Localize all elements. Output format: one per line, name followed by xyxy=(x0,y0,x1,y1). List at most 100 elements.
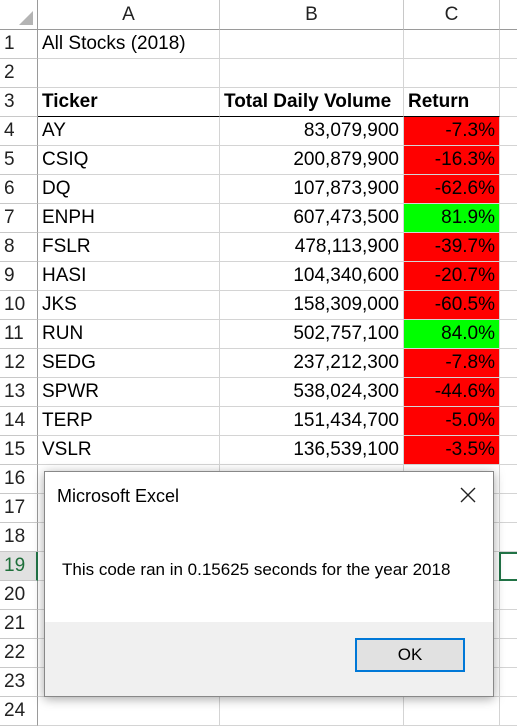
column-header-d[interactable] xyxy=(500,0,517,30)
ok-button[interactable]: OK xyxy=(355,638,465,672)
cell[interactable] xyxy=(500,146,517,175)
cell[interactable] xyxy=(500,436,517,465)
volume-cell[interactable]: 607,473,500 xyxy=(220,204,404,233)
cell[interactable] xyxy=(500,465,517,494)
header-volume[interactable]: Total Daily Volume xyxy=(220,88,404,117)
column-header-b[interactable]: B xyxy=(220,0,404,30)
volume-cell[interactable]: 200,879,900 xyxy=(220,146,404,175)
row-header[interactable]: 15 xyxy=(0,436,38,465)
cell[interactable] xyxy=(500,291,517,320)
row-header[interactable]: 19 xyxy=(0,552,38,581)
cell[interactable] xyxy=(220,697,404,726)
row-header[interactable]: 1 xyxy=(0,30,38,59)
volume-cell[interactable]: 104,340,600 xyxy=(220,262,404,291)
row-header[interactable]: 2 xyxy=(0,59,38,88)
cell[interactable] xyxy=(38,59,220,88)
row-header[interactable]: 11 xyxy=(0,320,38,349)
volume-cell[interactable]: 151,434,700 xyxy=(220,407,404,436)
ticker-cell[interactable]: HASI xyxy=(38,262,220,291)
return-cell[interactable]: -3.5% xyxy=(404,436,500,465)
return-cell[interactable]: 81.9% xyxy=(404,204,500,233)
cell[interactable] xyxy=(500,262,517,291)
cell[interactable] xyxy=(404,697,500,726)
return-cell[interactable]: -62.6% xyxy=(404,175,500,204)
cell[interactable] xyxy=(500,233,517,262)
return-cell[interactable]: -7.8% xyxy=(404,349,500,378)
volume-cell[interactable]: 237,212,300 xyxy=(220,349,404,378)
row-header[interactable]: 22 xyxy=(0,639,38,668)
cell[interactable] xyxy=(38,697,220,726)
volume-cell[interactable]: 107,873,900 xyxy=(220,175,404,204)
close-icon[interactable] xyxy=(457,484,479,506)
row-header[interactable]: 17 xyxy=(0,494,38,523)
volume-cell[interactable]: 502,757,100 xyxy=(220,320,404,349)
volume-cell[interactable]: 136,539,100 xyxy=(220,436,404,465)
cell[interactable] xyxy=(500,59,517,88)
row-header[interactable]: 24 xyxy=(0,697,38,726)
row-header[interactable]: 6 xyxy=(0,175,38,204)
ticker-cell[interactable]: JKS xyxy=(38,291,220,320)
row-header[interactable]: 5 xyxy=(0,146,38,175)
volume-cell[interactable]: 158,309,000 xyxy=(220,291,404,320)
return-cell[interactable]: -5.0% xyxy=(404,407,500,436)
row-header[interactable]: 3 xyxy=(0,88,38,117)
ticker-cell[interactable]: ENPH xyxy=(38,204,220,233)
return-cell[interactable]: -60.5% xyxy=(404,291,500,320)
ticker-cell[interactable]: CSIQ xyxy=(38,146,220,175)
cell[interactable] xyxy=(500,581,517,610)
ticker-cell[interactable]: SEDG xyxy=(38,349,220,378)
column-header-a[interactable]: A xyxy=(38,0,220,30)
cell[interactable] xyxy=(500,204,517,233)
cell[interactable] xyxy=(500,378,517,407)
cell[interactable] xyxy=(500,494,517,523)
row-header[interactable]: 16 xyxy=(0,465,38,494)
ticker-cell[interactable]: DQ xyxy=(38,175,220,204)
cell[interactable] xyxy=(404,59,500,88)
row-header[interactable]: 12 xyxy=(0,349,38,378)
volume-cell[interactable]: 538,024,300 xyxy=(220,378,404,407)
row-header[interactable]: 20 xyxy=(0,581,38,610)
row-header[interactable]: 21 xyxy=(0,610,38,639)
row-header[interactable]: 13 xyxy=(0,378,38,407)
cell[interactable] xyxy=(220,30,404,59)
cell[interactable] xyxy=(500,117,517,146)
column-header-c[interactable]: C xyxy=(404,0,500,30)
cell[interactable] xyxy=(500,668,517,697)
row-header[interactable]: 18 xyxy=(0,523,38,552)
ticker-cell[interactable]: RUN xyxy=(38,320,220,349)
ticker-cell[interactable]: VSLR xyxy=(38,436,220,465)
return-cell[interactable]: 84.0% xyxy=(404,320,500,349)
cell[interactable] xyxy=(500,349,517,378)
select-all-triangle-icon[interactable] xyxy=(19,11,33,25)
cell[interactable] xyxy=(404,30,500,59)
header-return[interactable]: Return xyxy=(404,88,500,117)
sheet-title-cell[interactable]: All Stocks (2018) xyxy=(38,30,220,59)
volume-cell[interactable]: 478,113,900 xyxy=(220,233,404,262)
row-header[interactable]: 10 xyxy=(0,291,38,320)
ticker-cell[interactable]: FSLR xyxy=(38,233,220,262)
row-header[interactable]: 7 xyxy=(0,204,38,233)
cell[interactable] xyxy=(500,88,517,117)
return-cell[interactable]: -16.3% xyxy=(404,146,500,175)
cell[interactable] xyxy=(220,59,404,88)
cell[interactable] xyxy=(500,523,517,552)
header-ticker[interactable]: Ticker xyxy=(38,88,220,117)
cell[interactable] xyxy=(500,175,517,204)
cell[interactable] xyxy=(500,697,517,726)
ticker-cell[interactable]: SPWR xyxy=(38,378,220,407)
ticker-cell[interactable]: TERP xyxy=(38,407,220,436)
row-header[interactable]: 4 xyxy=(0,117,38,146)
ticker-cell[interactable]: AY xyxy=(38,117,220,146)
cell[interactable] xyxy=(500,30,517,59)
cell[interactable] xyxy=(500,610,517,639)
row-header[interactable]: 9 xyxy=(0,262,38,291)
row-header[interactable]: 14 xyxy=(0,407,38,436)
volume-cell[interactable]: 83,079,900 xyxy=(220,117,404,146)
cell[interactable] xyxy=(500,320,517,349)
return-cell[interactable]: -44.6% xyxy=(404,378,500,407)
select-all-corner[interactable] xyxy=(0,0,38,30)
return-cell[interactable]: -7.3% xyxy=(404,117,500,146)
return-cell[interactable]: -20.7% xyxy=(404,262,500,291)
row-header[interactable]: 8 xyxy=(0,233,38,262)
return-cell[interactable]: -39.7% xyxy=(404,233,500,262)
